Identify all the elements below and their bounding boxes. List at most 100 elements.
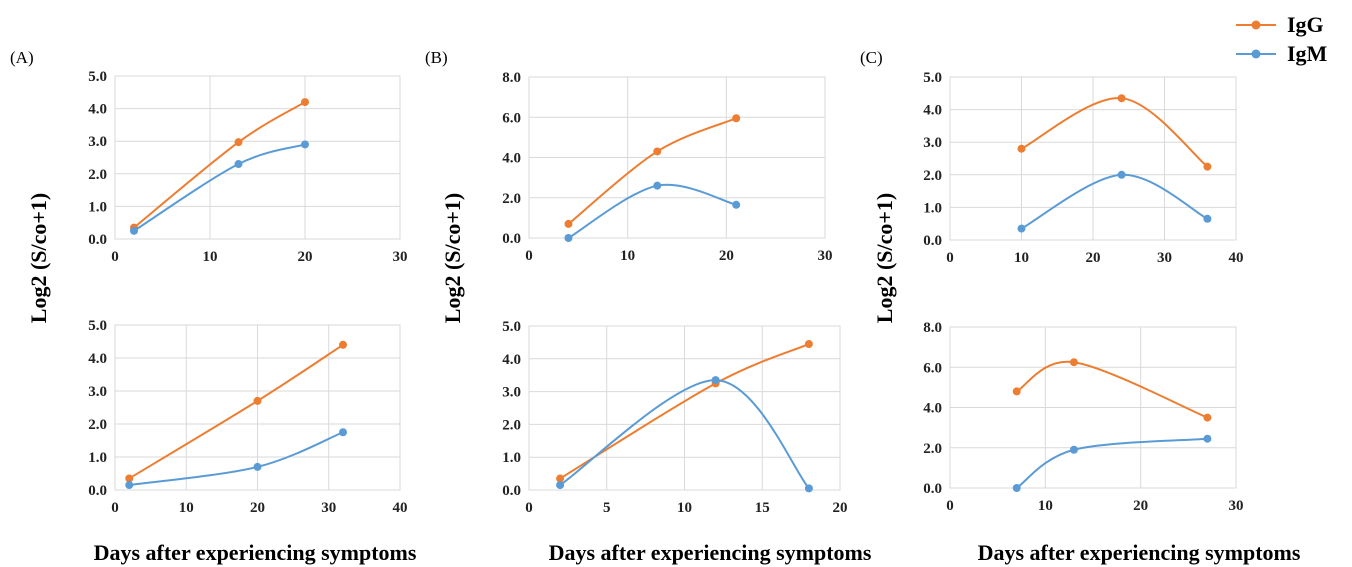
y-tick-label: 1.0: [88, 199, 107, 215]
plot-frame: [528, 76, 826, 239]
data-point-igm-a-bottom: [339, 428, 347, 437]
x-tick-label: 0: [525, 500, 533, 516]
y-tick-label: 2.0: [502, 417, 521, 433]
legend-igm-label: IgM: [1287, 41, 1328, 66]
data-point-igm-b-top: [564, 234, 573, 242]
y-tick-label: 5.0: [88, 69, 107, 85]
x-tick-label: 30: [818, 248, 833, 264]
data-point-igm-c-bottom: [1069, 445, 1078, 454]
x-tick-label: 0: [111, 500, 119, 516]
data-point-igg-c-top: [1117, 94, 1126, 103]
x-tick-label: 30: [393, 249, 408, 265]
x-tick-label: 10: [620, 248, 635, 264]
data-point-igm-a-bottom: [125, 481, 134, 490]
data-point-igg-c-bottom: [1069, 358, 1078, 367]
y-tick-label: 5.0: [502, 319, 521, 335]
data-point-igg-a-bottom: [125, 474, 134, 483]
x-tick-label: 20: [1133, 498, 1148, 514]
data-point-igg-c-top: [1017, 144, 1026, 153]
data-point-igm-c-bottom: [1203, 434, 1212, 443]
data-point-igg-b-top: [732, 114, 741, 123]
plot-frame: [949, 326, 1237, 489]
x-tick-label: 40: [393, 500, 408, 516]
y-tick-label: 6.0: [923, 360, 942, 376]
y-tick-label: 2.0: [502, 191, 521, 207]
legend-igm-marker: [1251, 49, 1261, 59]
y-axis-title-c: Log2 (S/co+1): [872, 193, 897, 323]
x-tick-label: 10: [1014, 250, 1029, 266]
y-axis-title-a: Log2 (S/co+1): [26, 193, 51, 323]
y-tick-label: 5.0: [923, 70, 942, 86]
y-tick-label: 1.0: [88, 450, 107, 466]
series-line-igg-a-bottom: [128, 343, 344, 480]
y-tick-label: 1.0: [923, 200, 942, 216]
chart-c-bottom: 0.0 2.0 4.0 6.0 8.0 0 10 20 30: [923, 320, 1243, 514]
x-tick-label: 0: [946, 498, 954, 514]
data-point-igm-c-top: [1017, 224, 1026, 233]
legend: IgG IgM: [1236, 12, 1328, 66]
series-line-igg-b-top: [567, 117, 737, 225]
panel-label-c: (C): [860, 48, 883, 67]
y-tick-label: 1.0: [502, 450, 521, 466]
x-tick-label: 0: [111, 249, 119, 265]
y-tick-label: 2.0: [88, 167, 107, 183]
data-point-igm-a-top: [301, 140, 309, 149]
y-tick-label: 3.0: [88, 384, 107, 400]
x-tick-label: 0: [946, 250, 954, 266]
series-line-igm-c-top: [1021, 173, 1208, 230]
y-tick-label: 8.0: [923, 320, 942, 336]
plot-frame: [528, 325, 841, 491]
data-point-igm-c-top: [1117, 170, 1126, 179]
chart-b-bottom: 0.0 1.0 2.0 3.0 4.0 5.0 0 5 10 15 20: [502, 319, 847, 516]
y-tick-label: 6.0: [502, 110, 521, 126]
data-point-igm-a-top: [234, 160, 243, 169]
series-line-igm-b-top: [567, 183, 737, 239]
y-tick-label: 0.0: [923, 233, 942, 249]
y-tick-label: 0.0: [88, 232, 107, 248]
data-point-igm-b-bottom: [804, 484, 813, 493]
chart-a-bottom: 0.0 1.0 2.0 3.0 4.0 5.0 0 10 20 30 40: [88, 318, 407, 516]
x-tick-label: 20: [719, 248, 734, 264]
legend-igg-marker: [1251, 20, 1261, 30]
y-tick-label: 4.0: [502, 352, 521, 368]
series-line-igm-c-bottom: [1016, 437, 1208, 489]
y-tick-label: 3.0: [88, 134, 107, 150]
chart-c-top: 0.0 1.0 2.0 3.0 4.0 5.0 0 10 20 30 40: [923, 70, 1243, 266]
x-tick-label: 30: [1229, 498, 1244, 514]
panel-label-b: (B): [425, 48, 448, 67]
data-point-igg-b-bottom: [804, 340, 813, 349]
plot-frame: [114, 324, 401, 491]
y-axis-title-b: Log2 (S/co+1): [440, 193, 465, 323]
series-line-igg-c-bottom: [1016, 360, 1208, 419]
y-tick-label: 4.0: [923, 103, 942, 119]
x-tick-label: 10: [677, 500, 692, 516]
data-point-igm-b-top: [732, 200, 741, 209]
x-tick-label: 0: [525, 248, 533, 264]
x-tick-label: 40: [1229, 250, 1244, 266]
data-point-igg-c-bottom: [1012, 387, 1021, 396]
y-tick-label: 0.0: [923, 481, 942, 497]
data-point-igg-b-top: [653, 147, 662, 156]
y-tick-label: 0.0: [502, 231, 521, 247]
data-point-igg-a-bottom: [253, 396, 262, 405]
x-tick-label: 10: [179, 500, 194, 516]
data-point-igm-b-top: [653, 181, 662, 190]
x-tick-label: 15: [755, 500, 770, 516]
x-tick-label: 20: [1086, 250, 1101, 266]
y-tick-label: 4.0: [88, 102, 107, 118]
y-tick-label: 2.0: [88, 417, 107, 433]
data-point-igg-a-bottom: [339, 340, 347, 349]
plot-frame: [114, 75, 401, 240]
x-tick-label: 30: [321, 500, 336, 516]
y-tick-label: 4.0: [923, 401, 942, 417]
x-axis-title-c: Days after experiencing symptoms: [978, 540, 1301, 565]
data-point-igm-b-bottom: [556, 481, 565, 490]
chart-b-top: 0.0 2.0 4.0 6.0 8.0 0 10 20 30: [502, 70, 832, 264]
x-tick-label: 10: [203, 249, 218, 265]
legend-igg-label: IgG: [1287, 12, 1324, 37]
chart-a-top: 0.0 1.0 2.0 3.0 4.0 5.0 0 10 20 30: [88, 69, 407, 265]
data-point-igg-c-bottom: [1203, 413, 1212, 422]
data-point-igg-b-top: [564, 219, 573, 228]
x-axis-title-b: Days after experiencing symptoms: [549, 540, 872, 565]
y-tick-label: 3.0: [923, 135, 942, 151]
